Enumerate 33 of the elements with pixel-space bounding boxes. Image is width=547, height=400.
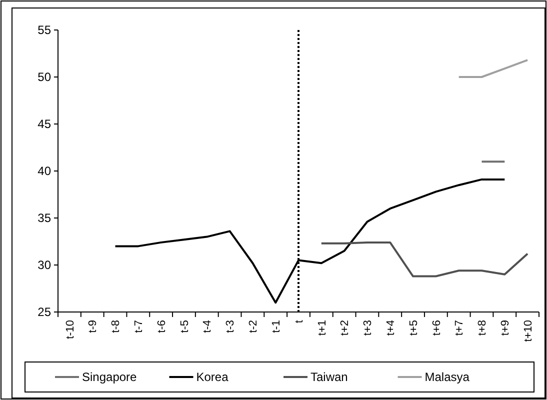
x-tick-label: t+5 (408, 320, 420, 336)
x-tick-label: t+1 (316, 320, 328, 336)
legend-label: Korea (196, 370, 229, 384)
legend-label: Taiwan (310, 370, 348, 384)
y-tick-label: 30 (38, 258, 52, 272)
x-tick-label: t+8 (476, 320, 489, 336)
x-tick-label: t (293, 320, 306, 324)
x-tick-label: t+2 (339, 320, 352, 336)
x-tick-label: t+7 (454, 320, 466, 336)
x-tick-label: t-10 (64, 320, 76, 339)
x-tick-label: t+10 (522, 320, 534, 342)
y-tick-label: 35 (38, 211, 52, 226)
x-tick-label: t-8 (110, 320, 122, 333)
x-tick-label: t-1 (270, 320, 282, 333)
line-series (320, 241, 529, 278)
x-tick-label: t+9 (499, 320, 512, 336)
x-tick-label: t+4 (384, 320, 397, 336)
x-tick-label: t-3 (224, 320, 237, 333)
x-tick-label: t-7 (133, 320, 146, 333)
x-tick-label: t+6 (430, 320, 443, 336)
y-tick-label: 25 (38, 305, 52, 320)
legend-label: Singapore (82, 370, 138, 384)
x-tick-label: t-4 (202, 320, 214, 333)
x-tick-label: t-5 (178, 320, 191, 333)
x-tick-label: t-6 (156, 320, 168, 333)
y-tick-label: 40 (38, 164, 52, 178)
legend-label: Malasya (424, 370, 470, 384)
y-tick-label: 55 (38, 23, 52, 38)
x-tick-label: t+3 (362, 320, 374, 336)
x-tick-label: t-9 (87, 320, 100, 333)
y-tick-label: 45 (38, 117, 52, 132)
y-tick-label: 50 (38, 70, 52, 84)
x-tick-label: t-2 (248, 320, 260, 333)
